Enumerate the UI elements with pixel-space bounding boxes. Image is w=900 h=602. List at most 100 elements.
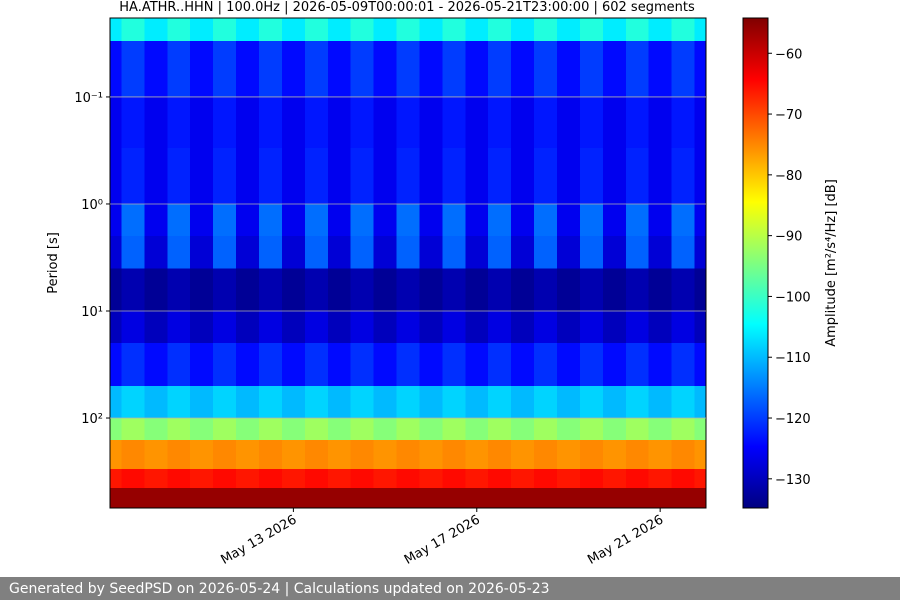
cell — [350, 310, 375, 344]
cell — [671, 18, 696, 42]
cell — [327, 96, 352, 149]
cell — [534, 385, 558, 419]
cell — [110, 343, 122, 387]
cell — [327, 439, 352, 470]
cell — [373, 203, 398, 237]
cell — [625, 236, 650, 269]
cell — [396, 418, 420, 441]
cell — [625, 203, 650, 237]
cell — [465, 439, 489, 470]
cell — [304, 203, 329, 237]
cell — [465, 385, 489, 419]
cell — [281, 18, 306, 42]
cell — [694, 40, 707, 98]
cell — [396, 18, 420, 42]
cell — [110, 236, 122, 269]
cell — [557, 343, 581, 387]
cell — [190, 385, 214, 419]
cell — [167, 487, 191, 509]
cell — [121, 203, 145, 237]
cell — [350, 268, 375, 312]
cell — [350, 343, 375, 387]
cell — [465, 236, 489, 269]
cell — [190, 268, 214, 312]
cell — [304, 96, 329, 149]
cell — [304, 343, 329, 387]
cell — [190, 236, 214, 269]
cell — [396, 148, 420, 205]
cell — [213, 469, 237, 489]
cell — [465, 96, 489, 149]
colorbar-tick-label: −100 — [775, 290, 811, 305]
cell — [511, 203, 535, 237]
cell — [465, 469, 489, 489]
cell — [373, 18, 398, 42]
cell — [304, 310, 329, 344]
cell — [442, 439, 466, 470]
cell — [350, 18, 375, 42]
cell — [304, 268, 329, 312]
cell — [327, 148, 352, 205]
cell — [442, 310, 466, 344]
colorbar-tick-label: −60 — [775, 47, 802, 62]
cell — [465, 343, 489, 387]
cell — [511, 343, 535, 387]
cell — [350, 439, 375, 470]
cell — [465, 487, 489, 509]
cell — [625, 40, 650, 98]
cell — [281, 268, 306, 312]
cell — [419, 487, 443, 509]
cell — [465, 268, 489, 312]
colorbar-label: Amplitude [m²/s⁴/Hz] [dB] — [824, 179, 839, 347]
cell — [694, 418, 707, 441]
cell — [419, 236, 443, 269]
cell — [213, 439, 237, 470]
cell — [671, 469, 696, 489]
y-tick-label: 10⁰ — [81, 198, 103, 213]
cell — [167, 40, 191, 98]
cell — [648, 310, 673, 344]
cell — [488, 439, 512, 470]
cell — [373, 310, 398, 344]
cell — [259, 40, 283, 98]
cell — [281, 40, 306, 98]
heatmap — [110, 18, 707, 509]
cell — [167, 469, 191, 489]
cell — [304, 18, 329, 42]
cell — [167, 203, 191, 237]
cell — [694, 469, 707, 489]
colorbar-tick-label: −90 — [775, 230, 802, 245]
cell — [327, 236, 352, 269]
cell — [579, 487, 604, 509]
cell — [579, 96, 604, 149]
cell — [648, 148, 673, 205]
cell — [213, 18, 237, 42]
cell — [396, 268, 420, 312]
cell — [488, 310, 512, 344]
colorbar-tick-label: −120 — [775, 412, 811, 427]
cell — [465, 310, 489, 344]
cell — [373, 469, 398, 489]
cell — [373, 439, 398, 470]
cell — [167, 96, 191, 149]
cell — [625, 148, 650, 205]
cell — [350, 203, 375, 237]
cell — [602, 343, 627, 387]
cell — [236, 268, 260, 312]
cell — [121, 487, 145, 509]
cell — [121, 418, 145, 441]
cell — [648, 18, 673, 42]
cell — [648, 469, 673, 489]
cell — [110, 418, 122, 441]
cell — [557, 487, 581, 509]
cell — [648, 203, 673, 237]
cell — [557, 18, 581, 42]
cell — [442, 148, 466, 205]
cell — [110, 203, 122, 237]
cell — [625, 439, 650, 470]
cell — [281, 487, 306, 509]
cell — [121, 18, 145, 42]
cell — [625, 469, 650, 489]
cell — [648, 439, 673, 470]
cell — [419, 310, 443, 344]
